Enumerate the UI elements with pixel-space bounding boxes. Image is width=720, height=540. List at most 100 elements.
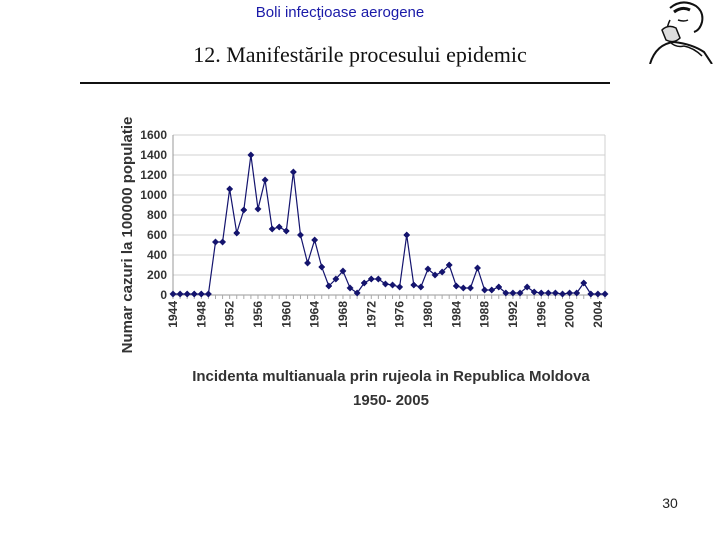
data-point-1996 [537, 289, 545, 297]
x-tick-label-1984: 1984 [449, 301, 463, 328]
series-line-0 [173, 154, 605, 295]
x-tick-label-1972: 1972 [364, 301, 378, 328]
chart-axes: 0 200 400 600 800 1000 1200 1400 1600 1944 1948 195… [140, 128, 606, 328]
data-point-1948 [197, 290, 205, 298]
data-point-1988 [481, 286, 489, 294]
data-point-2002 [580, 279, 588, 287]
incidence-line-chart: 0 200 400 600 800 1000 1200 1400 1600 1944 1948 195… [119, 117, 609, 409]
chart-series [169, 151, 609, 298]
y-tick-label-600: 600 [147, 228, 167, 242]
y-tick-label-800: 800 [147, 208, 167, 222]
x-tick-label-1976: 1976 [393, 301, 407, 328]
chart-y-axis-label: Numar cazuri la 100000 populatie [119, 117, 136, 354]
data-point-1997 [544, 289, 552, 297]
page-number: 30 [662, 495, 678, 511]
data-point-1957 [261, 176, 269, 184]
y-tick-label-200: 200 [147, 268, 167, 282]
data-point-1978 [410, 281, 418, 289]
data-point-1998 [551, 289, 559, 297]
x-tick-label-1996: 1996 [534, 301, 548, 328]
chart-gridlines [173, 134, 605, 296]
data-point-1971 [360, 279, 368, 287]
data-point-2000 [566, 289, 574, 297]
data-point-1982 [438, 268, 446, 276]
data-point-1994 [523, 283, 531, 291]
data-point-1964 [311, 236, 319, 244]
data-point-1983 [445, 261, 453, 269]
data-point-1985 [459, 284, 467, 292]
data-point-1945 [176, 290, 184, 298]
data-point-1990 [495, 283, 503, 291]
data-point-1968 [339, 267, 347, 275]
data-point-1972 [367, 275, 375, 283]
x-tick-label-1956: 1956 [251, 301, 265, 328]
x-tick-label-1968: 1968 [336, 301, 350, 328]
data-point-1960 [282, 227, 290, 235]
data-point-1976 [396, 283, 404, 291]
data-point-1993 [516, 289, 524, 297]
x-tick-label-2000: 2000 [563, 301, 577, 328]
data-point-1944 [169, 290, 177, 298]
data-point-1949 [204, 290, 212, 298]
data-point-1999 [558, 290, 567, 298]
data-point-1969 [346, 284, 354, 292]
header-title: Boli infecţioase aerogene [255, 4, 425, 21]
x-tick-label-1948: 1948 [194, 301, 208, 328]
data-point-1967 [332, 275, 340, 283]
data-point-1987 [473, 264, 482, 272]
data-point-1977 [403, 231, 411, 239]
x-tick-label-1992: 1992 [506, 301, 520, 328]
data-point-1946 [183, 290, 191, 298]
data-point-1970 [353, 289, 361, 297]
data-point-1986 [466, 284, 474, 292]
data-point-1961 [289, 168, 297, 176]
data-point-1965 [318, 263, 326, 271]
data-point-1954 [240, 206, 248, 214]
y-tick-label-400: 400 [147, 248, 167, 262]
data-point-2005 [601, 290, 609, 298]
data-point-1989 [488, 286, 496, 294]
x-tick-label-1988: 1988 [478, 301, 492, 328]
x-tick-label-1952: 1952 [223, 301, 237, 328]
data-point-1975 [388, 281, 397, 289]
x-tick-label-2004: 2004 [591, 301, 605, 328]
data-point-1995 [530, 288, 538, 296]
data-point-1974 [381, 280, 390, 288]
data-point-1991 [502, 289, 510, 297]
data-point-1950 [211, 238, 220, 246]
data-point-1959 [275, 223, 283, 231]
data-point-1979 [417, 283, 425, 291]
data-point-1953 [233, 229, 241, 237]
chart-title: Incidenta multianuala prin rujeola in Re… [192, 368, 590, 385]
data-point-1952 [226, 185, 234, 193]
title-underline [80, 82, 610, 84]
y-tick-label-0: 0 [160, 288, 167, 302]
data-point-1984 [452, 282, 460, 290]
data-point-1951 [219, 238, 227, 246]
data-point-1980 [424, 265, 432, 273]
x-tick-label-1960: 1960 [279, 301, 293, 328]
y-tick-label-1600: 1600 [140, 128, 167, 142]
chart-subtitle: 1950- 2005 [353, 392, 429, 409]
data-point-2001 [573, 289, 581, 297]
data-point-1966 [325, 282, 333, 290]
data-point-1962 [296, 231, 305, 239]
data-point-1956 [254, 205, 262, 213]
y-tick-label-1400: 1400 [140, 148, 167, 162]
x-tick-label-1944: 1944 [166, 301, 180, 328]
x-tick-label-1980: 1980 [421, 301, 435, 328]
data-point-1963 [304, 259, 312, 267]
data-point-1981 [431, 271, 439, 279]
data-point-1958 [268, 225, 276, 233]
thinking-man-sketch-icon [640, 0, 720, 64]
data-point-2004 [594, 290, 602, 298]
slide-title: 12. Manifestările procesului epidemic [193, 42, 527, 67]
x-tick-label-1964: 1964 [308, 301, 322, 328]
data-point-2003 [587, 290, 595, 298]
data-point-1992 [509, 289, 517, 297]
data-point-1947 [190, 290, 198, 298]
data-point-1973 [374, 275, 382, 283]
y-tick-label-1000: 1000 [140, 188, 167, 202]
y-tick-label-1200: 1200 [140, 168, 167, 182]
data-point-1955 [247, 151, 255, 159]
